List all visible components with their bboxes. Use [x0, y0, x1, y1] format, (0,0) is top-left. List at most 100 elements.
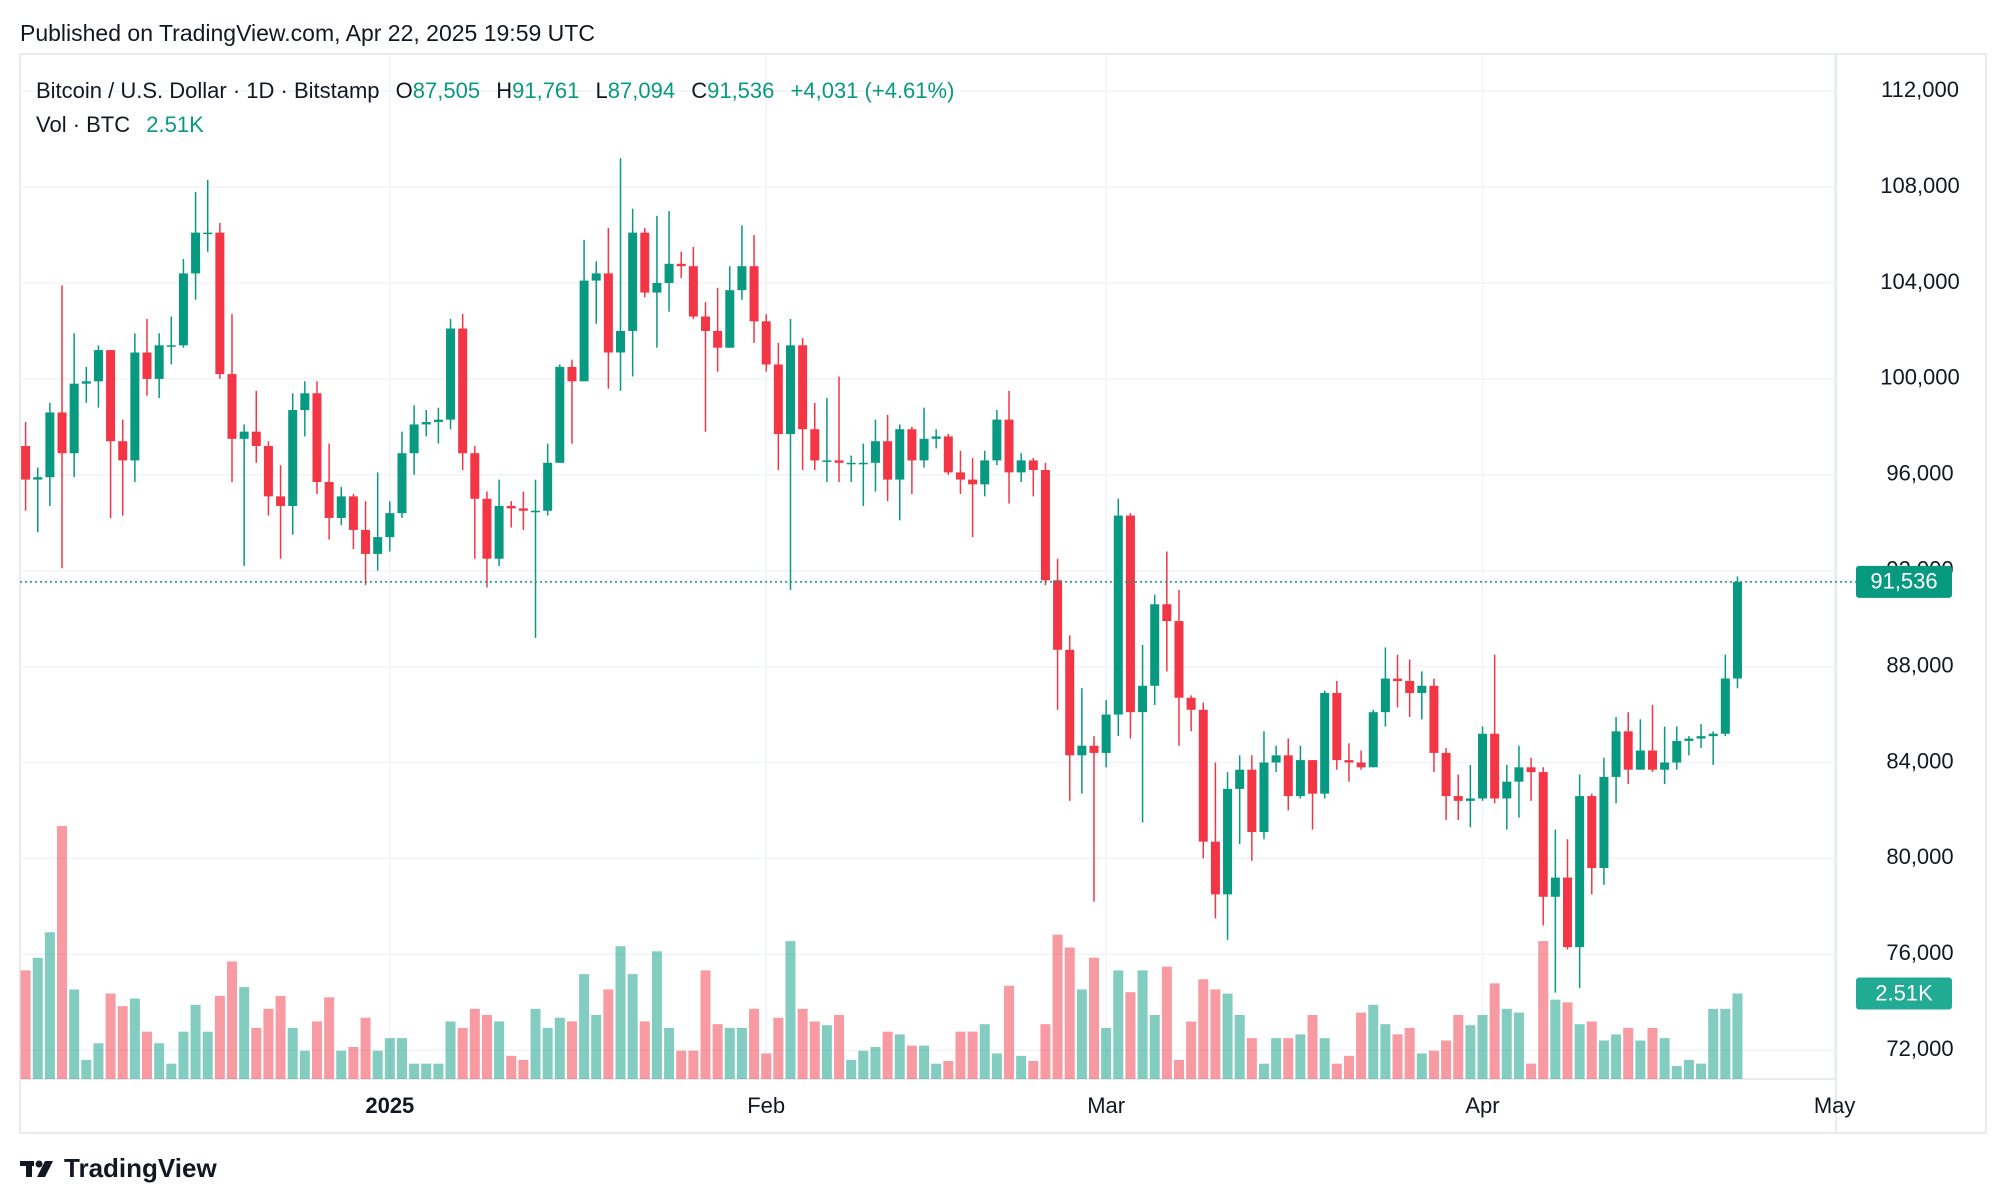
- volume-bar: [384, 1038, 395, 1079]
- candle-body: [579, 280, 589, 382]
- candle-body: [1186, 697, 1196, 710]
- volume-bar: [129, 998, 140, 1079]
- volume-tag-label: 2.51K: [1875, 980, 1933, 1005]
- volume-bar: [931, 1063, 942, 1079]
- candle-body: [1490, 733, 1500, 799]
- candle-body: [1526, 767, 1536, 773]
- legend-price-row: Bitcoin / U.S. Dollar · 1D · Bitstamp O8…: [36, 74, 954, 108]
- volume-bar: [287, 1027, 298, 1079]
- candle-body: [531, 510, 541, 513]
- candle-body: [628, 232, 638, 331]
- volume-bar: [396, 1038, 407, 1079]
- candle-body: [57, 412, 67, 454]
- candle-body: [1053, 580, 1063, 650]
- volume-bar: [1331, 1063, 1342, 1079]
- candle-body: [1162, 604, 1172, 622]
- volume-bar: [457, 1027, 468, 1079]
- published-note: Published on TradingView.com, Apr 22, 20…: [20, 20, 595, 46]
- volume-bar: [664, 1027, 675, 1079]
- candle-body: [324, 481, 334, 518]
- y-tick-label: 80,000: [1886, 844, 1953, 869]
- candle-body: [785, 345, 795, 435]
- candle-body: [1635, 750, 1645, 770]
- candle-body: [652, 282, 662, 293]
- candle-body: [773, 364, 783, 435]
- candle-body: [1028, 460, 1038, 470]
- volume-bar: [651, 951, 662, 1079]
- candle-body: [1113, 515, 1123, 715]
- candle-body: [1089, 745, 1099, 753]
- volume-bar: [1149, 1014, 1160, 1079]
- candle-body: [858, 462, 868, 465]
- ohlc-key: O: [395, 78, 413, 103]
- volume-bar: [1161, 966, 1172, 1079]
- candle-body: [1599, 776, 1609, 869]
- candle-body: [1271, 755, 1281, 763]
- volume-bar: [530, 1008, 541, 1079]
- volume-value: 2.51K: [146, 112, 204, 137]
- volume-bar: [44, 932, 55, 1079]
- volume-bar: [1198, 979, 1209, 1079]
- candle-body: [810, 429, 820, 461]
- volume-bar: [1671, 1066, 1682, 1079]
- volume-bar: [943, 1060, 954, 1079]
- candle-body: [191, 232, 201, 274]
- candle-body: [45, 412, 55, 478]
- candle-body: [1647, 750, 1657, 770]
- candle-body: [543, 462, 553, 511]
- candle-body: [203, 232, 213, 235]
- candle-body: [373, 537, 383, 554]
- candle-body: [215, 232, 225, 375]
- candle-body: [494, 505, 504, 559]
- volume-bar: [736, 1027, 747, 1079]
- candle-body: [1393, 678, 1403, 681]
- candle-body: [1174, 621, 1184, 698]
- candle-body: [178, 273, 188, 346]
- volume-bar: [834, 1014, 845, 1079]
- candle-body: [1405, 680, 1415, 693]
- legend: Bitcoin / U.S. Dollar · 1D · Bitstamp O8…: [36, 74, 954, 142]
- candle-body: [1720, 678, 1730, 734]
- volume-bar: [1307, 1014, 1318, 1079]
- candle-body: [1380, 678, 1390, 713]
- volume-bar: [348, 1046, 359, 1079]
- volume-bar: [688, 1050, 699, 1079]
- volume-bar: [967, 1031, 978, 1079]
- volume-bar: [894, 1034, 905, 1079]
- volume-bar: [251, 1027, 262, 1079]
- candle-body: [1332, 692, 1342, 761]
- candle-body: [1611, 731, 1621, 777]
- volume-bar: [1076, 989, 1087, 1079]
- volume-bar: [1611, 1034, 1622, 1079]
- volume-bar: [1040, 1024, 1051, 1079]
- volume-bar: [1441, 1040, 1452, 1079]
- brand-logo: [20, 1160, 53, 1177]
- volume-bar: [1101, 1027, 1112, 1079]
- volume-bar: [1173, 1059, 1184, 1079]
- candle-body: [980, 460, 990, 485]
- candle-body: [1368, 712, 1378, 768]
- ohlc-key: H: [496, 78, 513, 103]
- volume-bar: [1526, 1063, 1537, 1079]
- volume-bar: [506, 1055, 517, 1079]
- volume-bar: [1380, 1024, 1391, 1079]
- candle-body: [1453, 796, 1463, 801]
- volume-bar: [1550, 999, 1561, 1079]
- volume-bar: [1708, 1008, 1719, 1079]
- volume-bar: [1635, 1040, 1646, 1079]
- volume-bar: [214, 995, 225, 1079]
- candle-body: [1235, 769, 1245, 789]
- volume-bar: [1586, 1021, 1597, 1079]
- candle-body: [603, 273, 613, 353]
- volume-bar: [263, 1008, 274, 1079]
- volume-bar: [469, 1008, 480, 1079]
- candle-body: [385, 513, 395, 538]
- candle-body: [409, 424, 419, 454]
- volume-bar: [409, 1063, 420, 1079]
- volume-bar: [797, 1008, 808, 1079]
- candle-body: [1562, 877, 1572, 948]
- volume-bar: [785, 941, 796, 1079]
- candle-body: [276, 496, 286, 506]
